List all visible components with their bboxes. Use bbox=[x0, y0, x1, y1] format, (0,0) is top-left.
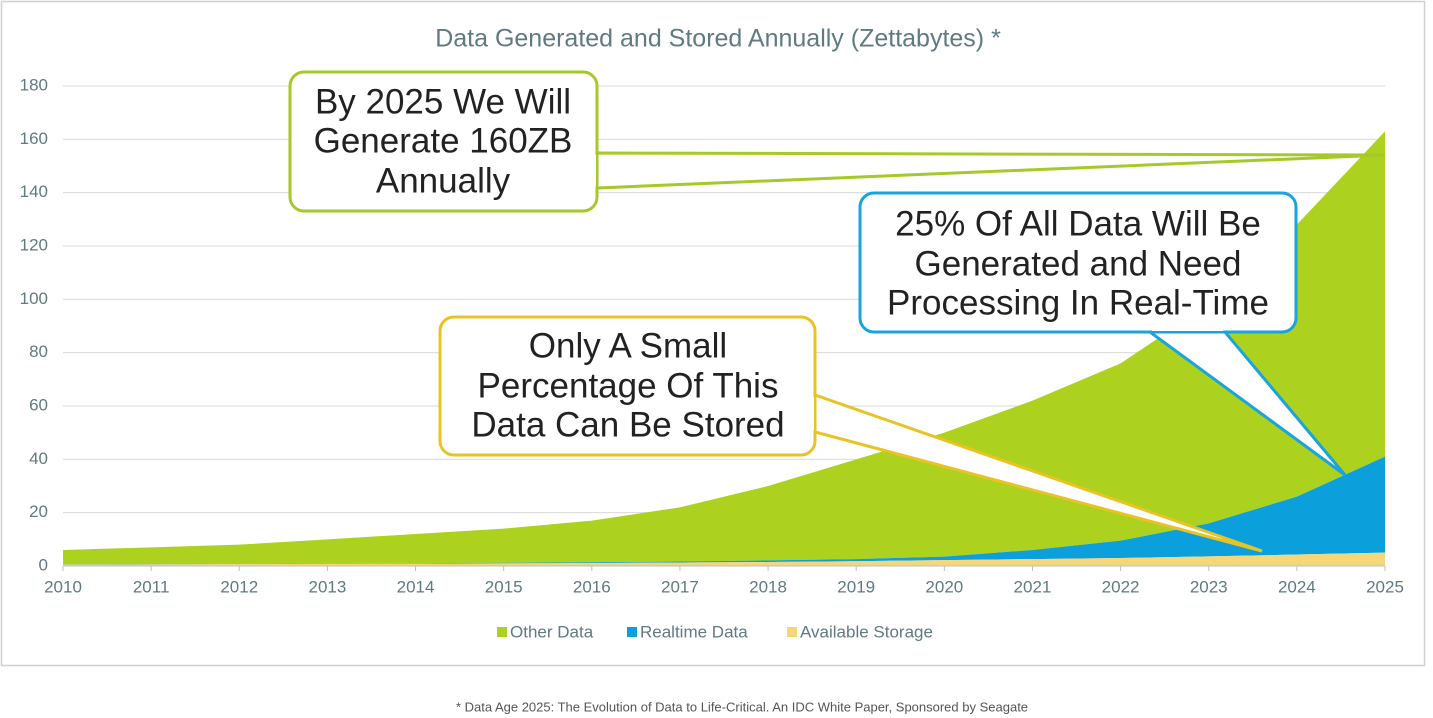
legend-label: Realtime Data bbox=[640, 622, 748, 641]
x-tick-label: 2010 bbox=[44, 577, 82, 596]
legend-swatch bbox=[497, 627, 507, 637]
x-tick-label: 2012 bbox=[220, 577, 258, 596]
x-tick-label: 2022 bbox=[1102, 577, 1140, 596]
x-tick-label: 2016 bbox=[573, 577, 611, 596]
y-tick-label: 180 bbox=[20, 75, 48, 94]
legend: Other Data Realtime Data Available Storage bbox=[497, 622, 933, 641]
y-tick-label: 100 bbox=[20, 289, 48, 308]
callout-text: By 2025 We Will bbox=[315, 82, 571, 121]
x-tick-label: 2024 bbox=[1278, 577, 1316, 596]
x-tick-label: 2023 bbox=[1190, 577, 1228, 596]
x-tick-label: 2013 bbox=[308, 577, 346, 596]
callout-box bbox=[858, 191, 1298, 334]
x-tick-label: 2020 bbox=[925, 577, 963, 596]
callout-pointer bbox=[813, 392, 1263, 553]
x-tick-label: 2021 bbox=[1014, 577, 1052, 596]
y-tick-label: 0 bbox=[39, 555, 48, 574]
x-tick-label: 2019 bbox=[837, 577, 875, 596]
callout-pointer bbox=[1145, 330, 1347, 477]
x-tick-label: 2011 bbox=[133, 577, 170, 596]
area bbox=[63, 131, 1385, 565]
y-tick-label: 120 bbox=[20, 235, 48, 254]
x-tick-label: 2014 bbox=[397, 577, 435, 596]
y-tick-label: 40 bbox=[29, 449, 48, 468]
x-tick-label: 2018 bbox=[749, 577, 787, 596]
callout-text: Only A Small bbox=[529, 326, 727, 365]
callout-box bbox=[438, 315, 817, 457]
callout-text: Percentage Of This bbox=[478, 366, 779, 405]
x-tick-label: 2017 bbox=[661, 577, 699, 596]
legend-swatch bbox=[627, 627, 637, 637]
legend-label: Other Data bbox=[510, 622, 594, 641]
callout-text: Generate 160ZB bbox=[314, 121, 573, 160]
callout-text: Processing In Real-Time bbox=[887, 283, 1269, 322]
chart-title: Data Generated and Stored Annually (Zett… bbox=[435, 25, 1001, 53]
footnote: * Data Age 2025: The Evolution of Data t… bbox=[456, 699, 1028, 714]
y-tick-label: 20 bbox=[29, 502, 48, 521]
y-tick-label: 80 bbox=[29, 342, 48, 361]
callout-text: Generated and Need bbox=[915, 244, 1242, 283]
callout-text: Annually bbox=[376, 161, 511, 200]
x-tick-label: 2015 bbox=[485, 577, 523, 596]
legend-label: Available Storage bbox=[800, 622, 933, 641]
callout-realtime: 25% Of All Data Will Be Generated and Ne… bbox=[858, 191, 1347, 477]
y-tick-label: 140 bbox=[20, 182, 48, 201]
callout-storage: Only A Small Percentage Of This Data Can… bbox=[438, 315, 1263, 553]
y-tick-label: 60 bbox=[29, 395, 48, 414]
callout-box bbox=[288, 70, 599, 213]
callout-total: By 2025 We Will Generate 160ZB Annually bbox=[288, 70, 1386, 213]
legend-swatch bbox=[787, 627, 797, 637]
callout-text: Data Can Be Stored bbox=[471, 405, 784, 444]
callout-text: 25% Of All Data Will Be bbox=[895, 204, 1261, 243]
x-tick-label: 2025 bbox=[1366, 577, 1404, 596]
plot-area: 0 20 40 60 80 100 120 140 160 180 2010 2011 2012 2013… bbox=[20, 75, 1404, 596]
area bbox=[63, 456, 1385, 565]
area bbox=[63, 552, 1385, 566]
callout-pointer bbox=[595, 151, 1386, 190]
y-tick-label: 160 bbox=[20, 129, 48, 148]
